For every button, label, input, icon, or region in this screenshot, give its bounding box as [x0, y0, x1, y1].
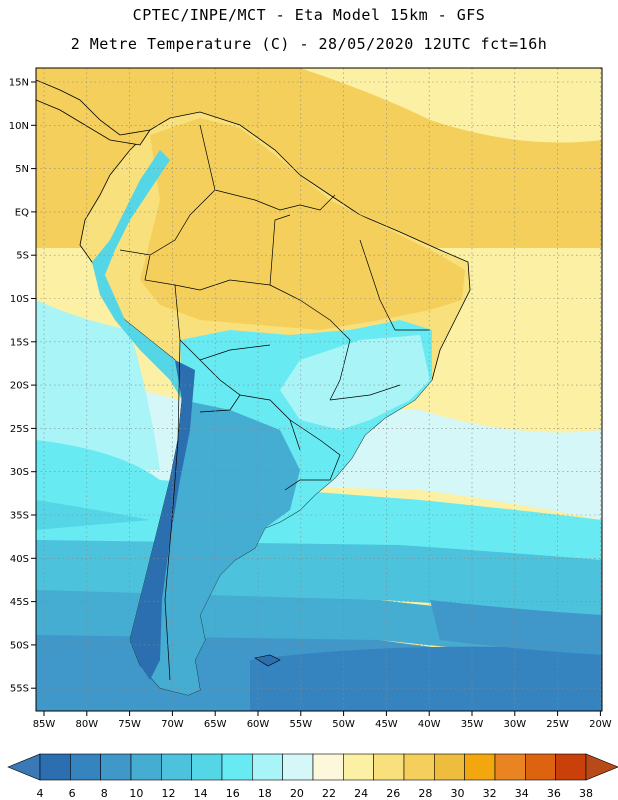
colorbar-cell [161, 753, 192, 781]
colorbar-cell [464, 753, 496, 781]
lat-tick-label: 35S [10, 511, 29, 522]
lon-tick-label: 50W [332, 719, 355, 730]
colorbar-label: 36 [547, 787, 561, 800]
colorbar-cell [221, 753, 253, 781]
colorbar-cell [343, 753, 374, 781]
colorbar-label: 14 [194, 787, 208, 800]
colorbar-cell [70, 753, 101, 781]
chart-title-line2: 2 Metre Temperature (C) - 28/05/2020 12U… [70, 35, 548, 53]
lat-tick-label: 15N [9, 78, 29, 89]
lat-tick-label: 10S [10, 294, 29, 305]
andes-coldest-zone [130, 360, 195, 680]
lon-tick-label: 55W [289, 719, 312, 730]
colorbar-cell [434, 753, 465, 781]
ocean-band [36, 300, 160, 470]
colorbar-cell [373, 753, 405, 781]
colorbar-label: 8 [101, 787, 108, 800]
colorbar-label: 6 [69, 787, 76, 800]
chart-title-line1: CPTEC/INPE/MCT - Eta Model 15km - GFS [132, 6, 486, 24]
colorbar-cell [525, 753, 556, 781]
lat-tick-label: 5S [16, 251, 29, 262]
colorbar-cell [39, 753, 71, 781]
graticule [36, 68, 602, 711]
lat-tick-label: 30S [10, 467, 29, 478]
colorbar-label: 20 [290, 787, 304, 800]
colorbar-cell [282, 753, 314, 781]
lon-tick-label: 20W [589, 719, 612, 730]
country-borders [119, 124, 430, 681]
map-area [36, 68, 602, 711]
colorbar-label: 34 [515, 787, 529, 800]
lat-tick-label: EQ [15, 207, 29, 218]
lat-tick-label: 55S [10, 684, 29, 695]
colorbar-cell [403, 753, 435, 781]
lon-tick-label: 85W [33, 719, 56, 730]
colorbar-cell [252, 753, 283, 781]
colorbar: 4 6 8 10 12 14 16 18 20 22 24 26 28 30 32 34 36 38 [7, 753, 618, 800]
colorbar-low-arrow [7, 753, 41, 781]
lat-tick-label: 10N [9, 121, 29, 132]
colorbar-label: 12 [161, 787, 175, 800]
colorbar-label: 4 [37, 787, 44, 800]
colorbar-cell [191, 753, 223, 781]
ocean-band [36, 500, 150, 530]
colorbar-label: 24 [354, 787, 368, 800]
colorbar-cell [130, 753, 162, 781]
colorbar-label: 32 [483, 787, 497, 800]
lon-tick-label: 35W [461, 719, 484, 730]
amazon-warm-zone [140, 118, 465, 330]
central-america-land [36, 79, 151, 146]
lon-tick-label: 65W [204, 719, 227, 730]
colorbar-label: 16 [226, 787, 240, 800]
lon-tick-label: 80W [75, 719, 98, 730]
ocean-band [250, 646, 602, 711]
colorbar-cell [494, 753, 526, 781]
colorbar-label: 30 [451, 787, 465, 800]
map-frame [35, 67, 603, 712]
lat-tick-label: 50S [10, 640, 29, 651]
colorbar-label: 10 [129, 787, 143, 800]
lat-tick-label: 25S [10, 424, 29, 435]
colorbar-cell [555, 753, 587, 781]
colorbar-label: 26 [386, 787, 400, 800]
falkland-islands [254, 654, 281, 667]
lon-tick-label: 75W [118, 719, 141, 730]
brazil-southeast-cool [280, 335, 430, 430]
colorbar-label: 22 [322, 787, 336, 800]
colorbar-label: 38 [579, 787, 593, 800]
lat-tick-label: 45S [10, 597, 29, 608]
ocean-band [430, 600, 602, 655]
andes-north-cool [92, 150, 182, 400]
lon-tick-label: 25W [546, 719, 569, 730]
lon-tick-label: 70W [161, 719, 184, 730]
colorbar-cell [312, 753, 344, 781]
lat-tick-label: 20S [10, 381, 29, 392]
longitude-ticks: 85W 80W 75W 70W 65W 60W 55W 50W 45W 40W 35W 30W 25W 2… [33, 711, 612, 730]
lon-tick-label: 40W [418, 719, 441, 730]
lat-tick-label: 15S [10, 337, 29, 348]
colorbar-cell [100, 753, 132, 781]
colorbar-label: 18 [258, 787, 272, 800]
lon-tick-label: 60W [247, 719, 270, 730]
ocean-band [300, 68, 602, 143]
lat-tick-label: 40S [10, 554, 29, 565]
lon-tick-label: 30W [503, 719, 526, 730]
lon-tick-label: 45W [375, 719, 398, 730]
lat-tick-label: 5N [15, 164, 29, 175]
latitude-ticks: 15N 10N 5N EQ 5S 10S 15S 20S 25S 30S 35S 40S 45S 50S 5… [9, 78, 36, 695]
colorbar-high-arrow [585, 753, 618, 781]
colorbar-label: 28 [418, 787, 432, 800]
